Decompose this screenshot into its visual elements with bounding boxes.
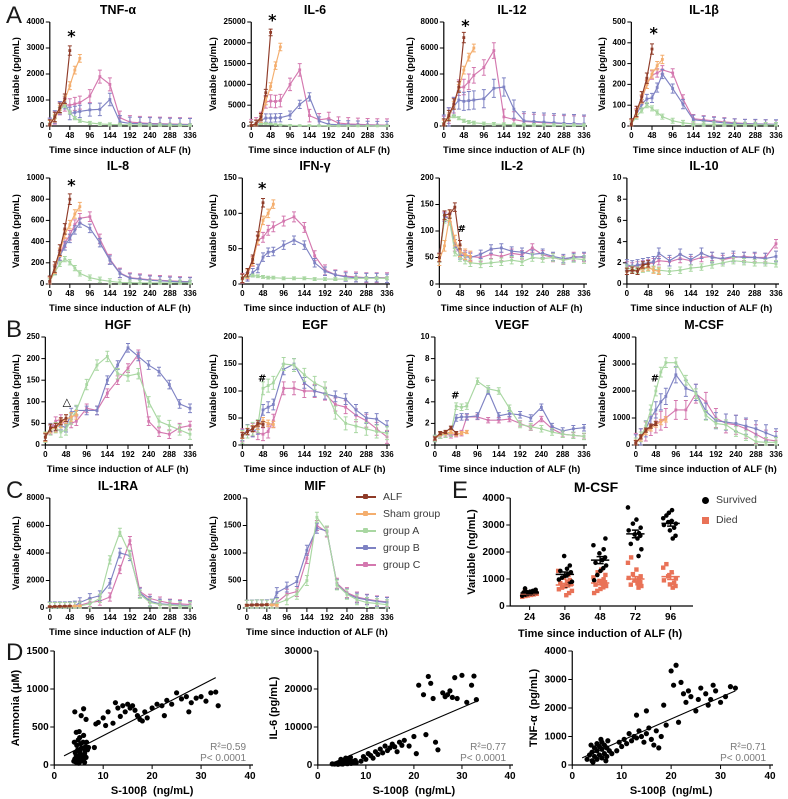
chart-canvas-egf — [207, 317, 395, 475]
chart-title: IL-6 — [303, 3, 327, 17]
survived-dot-icon — [702, 496, 709, 504]
chart-canvas-il-8 — [10, 158, 198, 314]
legend-label: group B — [383, 541, 420, 554]
chart-title: IL-12 — [497, 3, 527, 17]
chart-il-10: IL-10 — [596, 158, 784, 314]
chart-title: EGF — [302, 318, 328, 332]
group-c-line-marker-icon — [356, 561, 376, 567]
chart-canvas-il-10 — [596, 158, 784, 314]
legend-item-group-b: group B — [356, 539, 440, 556]
chart-canvas-m-csf — [596, 317, 784, 475]
chart-title: VEGF — [494, 318, 530, 332]
chart-vegf: VEGF — [404, 317, 592, 475]
chart-m-csf: M-CSF — [596, 317, 784, 475]
legend-item-survived: Survived — [702, 490, 757, 510]
chart-il-12: IL-12 — [404, 2, 592, 156]
chart-title: TNF-α — [99, 3, 137, 17]
chart-title: HGF — [104, 318, 132, 332]
chart-canvas-hgf — [10, 317, 198, 475]
chart-title: IL-2 — [500, 159, 524, 173]
chart-tnf-vs-s100b — [528, 641, 782, 797]
legend-item-sham: Sham group — [356, 505, 440, 522]
legend-label: Sham group — [383, 507, 441, 520]
chart-title: IL-1RA — [97, 479, 139, 493]
chart-il-1beta: IL-1β — [596, 2, 784, 156]
chart-ammonia-vs-s100b — [10, 641, 262, 797]
chart-canvas-tnf-alpha — [10, 2, 198, 156]
chart-tnf-alpha: TNF-α — [10, 2, 198, 156]
group-a-line-marker-icon — [356, 527, 376, 533]
legend-label: ALF — [383, 490, 403, 503]
chart-title: MIF — [304, 479, 326, 493]
chart-il-2: IL-2 — [404, 158, 592, 314]
legend-label: Died — [716, 514, 738, 526]
chart-il-8: IL-8 — [10, 158, 198, 314]
legend-item-alf: ALF — [356, 488, 440, 505]
legend-label: group C — [383, 558, 421, 571]
chart-canvas-il-6 — [207, 2, 395, 156]
chart-m-csf-survival: M-CSF — [466, 478, 702, 640]
chart-title: IFN-γ — [299, 159, 331, 173]
died-square-icon — [702, 516, 709, 524]
chart-title: IL-8 — [106, 159, 130, 173]
chart-canvas-il-12 — [404, 2, 592, 156]
chart-canvas-il-1beta — [596, 2, 784, 156]
legend-item-died: Died — [702, 510, 757, 530]
chart-ifn-gamma: IFN-γ — [207, 158, 395, 314]
group-b-line-marker-icon — [356, 544, 376, 550]
chart-il-6: IL-6 — [207, 2, 395, 156]
chart-egf: EGF — [207, 317, 395, 475]
chart-title: M-CSF — [684, 318, 724, 332]
chart-il6-vs-s100b — [268, 641, 522, 797]
chart-title: M-CSF — [573, 479, 619, 495]
legend-item-group-a: group A — [356, 522, 440, 539]
chart-canvas-tnf-vs-s100b — [528, 641, 782, 797]
chart-canvas-m-csf-survival — [466, 478, 702, 640]
chart-hgf: HGF — [10, 317, 198, 475]
chart-title: IL-1β — [689, 3, 719, 17]
chart-title: IL-10 — [689, 159, 719, 173]
chart-canvas-il6-vs-s100b — [268, 641, 522, 797]
group-legend: ALF Sham group group A group B group C — [356, 488, 440, 573]
chart-canvas-ammonia-vs-s100b — [10, 641, 262, 797]
sham-line-marker-icon — [356, 510, 376, 516]
chart-canvas-il-2 — [404, 158, 592, 314]
chart-il-1ra: IL-1RA — [10, 478, 198, 638]
chart-mif: MIF — [207, 478, 395, 638]
chart-canvas-ifn-gamma — [207, 158, 395, 314]
legend-label: Survived — [716, 494, 757, 506]
chart-canvas-mif — [207, 478, 395, 638]
panel-label-e: E — [452, 477, 469, 504]
legend-item-group-c: group C — [356, 556, 440, 573]
legend-label: group A — [383, 524, 420, 537]
chart-canvas-il-1ra — [10, 478, 198, 638]
alf-line-marker-icon — [356, 493, 376, 499]
chart-canvas-vegf — [404, 317, 592, 475]
survival-legend: Survived Died — [702, 490, 757, 530]
